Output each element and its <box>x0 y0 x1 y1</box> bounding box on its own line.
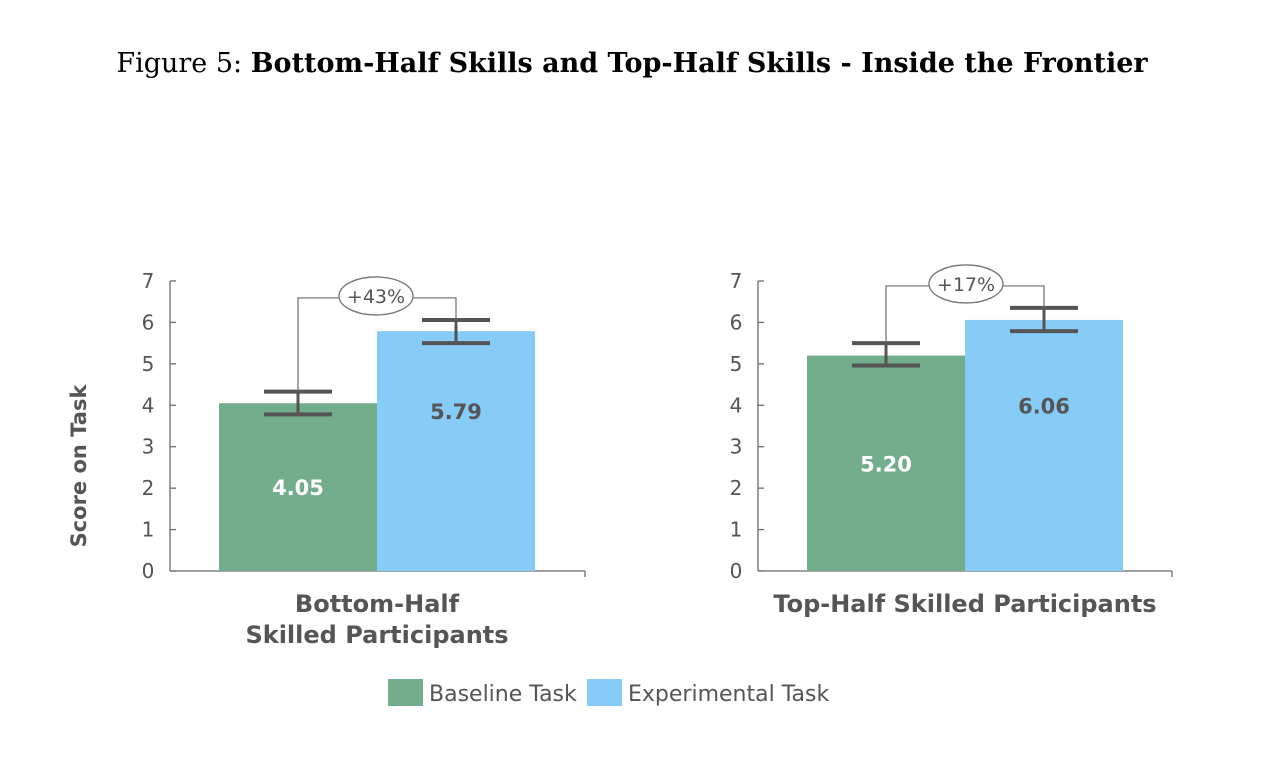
y-tick-label: 5 <box>730 352 743 376</box>
comparison-bracket-right <box>412 297 457 320</box>
experimental-bar <box>377 331 535 571</box>
experimental-bar <box>965 319 1123 571</box>
y-tick-label: 0 <box>142 559 155 583</box>
baseline-bar <box>807 355 965 571</box>
figure-caption: Figure 5: Bottom-Half Skills and Top-Hal… <box>0 48 1264 79</box>
y-tick-label: 7 <box>142 269 155 293</box>
y-tick-label: 6 <box>730 310 743 334</box>
y-tick-label: 7 <box>730 269 743 293</box>
y-axis-label: Score on Task <box>67 384 91 548</box>
baseline-value-label: 5.20 <box>860 452 912 476</box>
y-tick-label: 0 <box>730 559 743 583</box>
y-tick-label: 5 <box>142 352 155 376</box>
y-tick-label: 2 <box>730 476 743 500</box>
category-label: Skilled Participants <box>245 621 508 649</box>
experimental-value-label: 6.06 <box>1018 394 1070 418</box>
comparison-bracket-right <box>1002 285 1045 308</box>
baseline-bar <box>219 403 377 571</box>
legend-label-baseline: Baseline Task <box>429 682 577 707</box>
percent-bubble <box>338 276 414 316</box>
y-tick-label: 2 <box>142 476 155 500</box>
percent-bubble <box>928 264 1004 304</box>
y-tick-label: 4 <box>730 393 743 417</box>
y-tick-label: 6 <box>142 310 155 334</box>
caption-prefix: Figure 5: <box>116 48 243 79</box>
legend-label-experimental: Experimental Task <box>628 682 829 707</box>
y-tick-label: 3 <box>730 435 743 459</box>
baseline-value-label: 4.05 <box>272 476 324 500</box>
category-label: Top-Half Skilled Participants <box>773 590 1156 618</box>
percent-change-label: +43% <box>347 286 405 308</box>
experimental-value-label: 5.79 <box>430 400 482 424</box>
y-tick-label: 1 <box>730 518 743 542</box>
percent-change-label: +17% <box>937 274 995 296</box>
category-label: Bottom-Half <box>295 590 460 618</box>
legend-swatch-experimental <box>587 679 622 706</box>
y-tick-label: 4 <box>142 393 155 417</box>
y-tick-label: 1 <box>142 518 155 542</box>
comparison-bracket-left <box>885 285 930 344</box>
caption-title: Bottom-Half Skills and Top-Half Skills -… <box>250 48 1148 79</box>
comparison-bracket-left <box>297 297 340 392</box>
y-tick-label: 3 <box>142 435 155 459</box>
legend-swatch-baseline <box>388 679 423 706</box>
